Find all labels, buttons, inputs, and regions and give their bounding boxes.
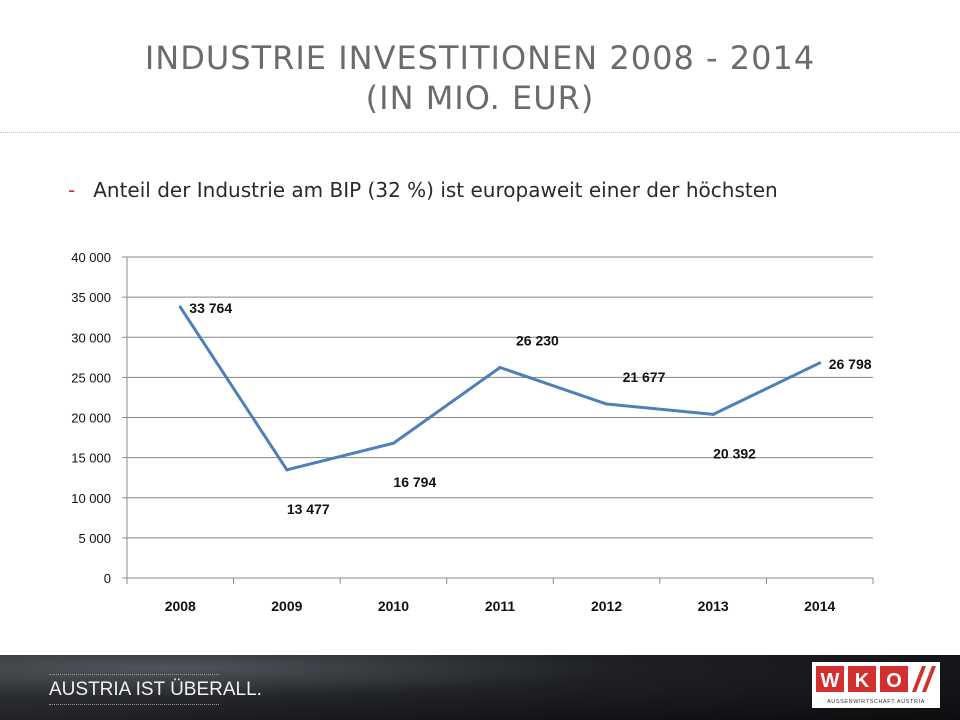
logo-letter-w: W [821,670,840,692]
logo-box-k [848,666,876,692]
y-tick-label: 0 [104,571,111,586]
data-point [285,468,289,472]
data-label: 20 392 [713,445,756,461]
page-title: INDUSTRIE INVESTITIONEN 2008 - 2014 (IN … [0,38,960,118]
footer-band [0,655,960,720]
y-tick-label: 35 000 [71,290,111,305]
title-divider [0,132,960,133]
x-tick-label: 2014 [804,598,835,614]
wko-logo-mark: W K O AUSSENWIRTSCHAFT AUSTRIA [816,666,936,705]
bullet-marker: - [68,178,76,202]
data-label: 26 798 [829,356,872,372]
logo-slash-mark [912,666,936,692]
data-point [178,305,182,309]
data-point [711,412,715,416]
logo-subtitle: AUSSENWIRTSCHAFT AUSTRIA [827,699,925,705]
title-line-2: (IN MIO. EUR) [365,79,595,117]
wko-logo: W K O AUSSENWIRTSCHAFT AUSTRIA [812,662,940,708]
data-label: 26 230 [516,333,559,349]
y-tick-label: 40 000 [71,250,111,265]
data-point [498,366,502,370]
logo-letter-k: K [855,670,870,692]
y-tick-label: 25 000 [71,370,111,385]
y-tick-label: 15 000 [71,451,111,466]
title-line-1: INDUSTRIE INVESTITIONEN 2008 - 2014 [144,39,816,77]
bullet-text: Anteil der Industrie am BIP (32 %) ist e… [93,178,778,202]
data-point [605,402,609,406]
y-tick-label: 30 000 [71,330,111,345]
y-tick-label: 10 000 [71,491,111,506]
x-tick-label: 2013 [698,598,729,614]
y-tick-label: 20 000 [71,411,111,426]
footer-glow [0,655,960,720]
footer-slogan: AUSTRIA IST ÜBERALL. [49,679,262,700]
data-label: 21 677 [623,369,666,385]
data-point [391,441,395,445]
data-label: 16 794 [393,474,436,490]
logo-letter-o: O [886,670,902,692]
x-tick-label: 2008 [165,598,196,614]
x-tick-label: 2012 [591,598,622,614]
data-label: 13 477 [287,501,330,517]
logo-box-o [880,666,908,692]
data-point [818,361,822,365]
x-tick-label: 2009 [271,598,302,614]
logo-box-w [816,666,844,692]
y-tick-label: 5 000 [78,531,111,546]
line-chart: 0 5 000 10 000 15 000 20 000 25 000 30 000 35 0… [71,250,874,614]
slogan-rule-top [49,674,219,675]
x-tick-label: 2010 [378,598,409,614]
bullet-point: - Anteil der Industrie am BIP (32 %) ist… [68,176,778,204]
slogan-rule-bottom [49,704,219,705]
x-tick-label: 2011 [485,598,516,614]
data-label: 33 764 [189,300,232,316]
